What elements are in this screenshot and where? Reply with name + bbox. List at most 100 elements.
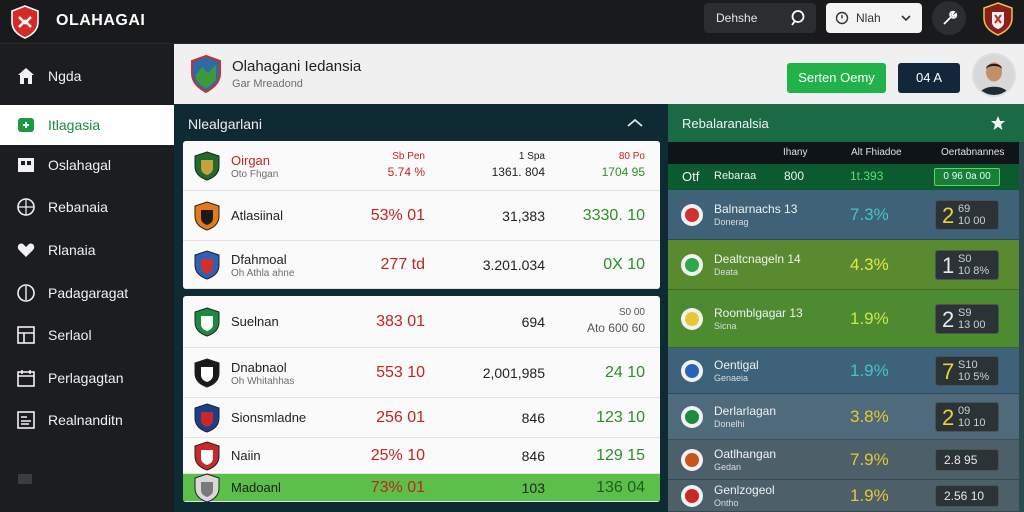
top-row-value: 800 [784,169,805,183]
team-name: Naiin [231,448,261,463]
standings-team-name: Dealtcnageln 14 [714,252,801,266]
sidebar-item-label: Serlaol [48,327,92,343]
sidebar-item-label: Itlagasia [48,117,101,133]
chevron-down-icon [901,15,911,22]
sidebar-item-settings[interactable]: Serlaol [0,315,174,355]
tools-button[interactable] [932,1,966,35]
match-row[interactable]: Atlasiinal 53% 01 31,383 3330. 10 [183,191,660,241]
standings-score-box[interactable]: 2.8 95 [935,449,999,471]
standings-row[interactable]: Roomblgagar 13 Sicna 1.9% 2 S9 13 00 [668,290,1019,348]
match-row[interactable]: Suelnan 383 01 694 S0 00 Ato 600 60 [183,296,660,348]
standings-score-box[interactable]: 7 S10 10 5% [935,356,999,386]
team-crest-icon [193,201,221,231]
home-icon [18,68,34,84]
odds-value: 53% 01 [370,207,425,224]
grid-icon [18,158,34,172]
standings-rows: Balnarnachs 13 Donerag 7.3% 2 69 10 00 Dealtc… [668,190,1019,512]
standings-team-sub: Gedan [714,462,742,472]
sidebar-item-reports[interactable]: Realnanditn [0,400,174,440]
standings-score-main: 1 [942,253,955,278]
top-row-label: Rebaraa [714,170,757,182]
score-value: 1704 95 [601,165,645,179]
sidebar-item-label: Oslahagal [48,157,112,173]
team-crest-icon [193,151,221,181]
standings-score-box[interactable]: 2.56 10 [935,485,999,507]
collapse-panel-icon[interactable] [626,116,644,130]
volume-value: 694 [521,314,545,330]
sidebar-item-stats[interactable]: Padagaragat [0,273,174,313]
sidebar-item-calendar[interactable]: Perlagagtan [0,358,174,398]
search-box[interactable]: Dehshe [704,3,816,33]
standings-top-row[interactable]: Otf Rebaraa 800 1t.393 0 96 0a 00 [668,164,1019,190]
calendar-icon [17,370,35,387]
standings-row[interactable]: Genlzogeol Ontho 1.9% 2.56 10 [668,480,1019,512]
standings-row[interactable]: Balnarnachs 13 Donerag 7.3% 2 69 10 00 [668,190,1019,240]
standings-team-sub: Donelhi [714,419,745,429]
team-name: Oirgan [231,153,271,168]
standings-team-name: Oatlhangan [714,447,777,461]
match-row[interactable]: Naiin 25% 10 846 129 15 [183,438,660,474]
team-crest-icon [193,403,221,433]
club-crest-icon[interactable] [981,2,1015,36]
sidebar-item-teams[interactable]: Rebanaia [0,187,174,227]
team-crest-icon [193,358,221,388]
search-input[interactable]: Dehshe [716,11,758,25]
scrollbar[interactable] [1019,142,1024,512]
standings-column-headers: Ihany Alt Fhiadoe Oertabnannes [668,142,1019,164]
standings-score-detail: S9 13 00 [958,307,986,331]
search-icon[interactable] [790,9,808,27]
odds-value: 553 10 [376,364,425,381]
team-subtitle: Oh Athla ahne [231,268,295,279]
team-logo-icon [681,485,703,507]
standings-row[interactable]: Dealtcnageln 14 Deata 4.3% 1 S0 10 8% [668,240,1019,290]
match-group-1: Oirgan Oto Fhgan Sb Pen 5.74 % 1 Spa 1361. 80… [183,141,660,289]
team-crest-icon [193,307,221,337]
game-icon [18,118,34,132]
match-row[interactable]: Oirgan Oto Fhgan Sb Pen 5.74 % 1 Spa 1361. 80… [183,141,660,191]
standings-score-box[interactable]: 1 S0 10 8% [935,250,999,280]
sidebar-item-dashboard[interactable]: Itlagasia [0,105,174,145]
sidebar-item-matches[interactable]: Oslahagal [0,145,174,185]
team-logo-icon [681,254,703,276]
filter-select[interactable]: Nlah [826,3,922,33]
match-row[interactable]: Madoanl 73% 01 103 136 04 [183,473,660,502]
match-row[interactable]: Sionsmladne 256 01 846 123 10 [183,398,660,438]
standings-row[interactable]: Derlarlagan Donelhi 3.8% 2 09 10 10 [668,394,1019,440]
standings-score-box[interactable]: 2 09 10 10 [935,402,999,432]
volume-value: 1361. 804 [491,165,545,179]
secondary-button[interactable]: 04 A [898,63,960,93]
sidebar-item-favorites[interactable]: Rlanaia [0,230,174,270]
primary-button[interactable]: Serten Oemy [787,63,886,93]
column-header: Ihany [783,147,808,158]
standings-team-sub: Donerag [714,217,749,227]
page-subtitle: Gar Mreadond [232,78,303,90]
team-subtitle: Oh Whitahhas [231,376,295,387]
team-crest-icon [193,441,221,471]
top-row-badge: 0 96 0a 00 [934,168,1000,186]
collapse-icon[interactable] [18,474,32,484]
standings-score-main: 2 [942,203,955,228]
standings-row[interactable]: Oatlhangan Gedan 7.9% 2.8 95 [668,440,1019,480]
standings-row[interactable]: Oentigal Genaeia 1.9% 7 S10 10 5% [668,348,1019,394]
document-icon [17,411,35,429]
standings-score-main: 2 [942,405,955,430]
team-name: Suelnan [231,314,279,329]
standings-score-box[interactable]: 2 S9 13 00 [935,304,999,334]
standings-team-name: Balnarnachs 13 [714,202,798,216]
volume-value: 2,001,985 [482,365,545,381]
avatar[interactable] [972,53,1016,97]
star-icon[interactable] [990,115,1006,131]
volume-value: 103 [521,480,545,496]
brand-logo-icon [11,5,39,39]
sidebar-item-home[interactable]: Ngda [0,56,174,96]
team-name: Dnabnaol [231,360,287,375]
odds-value: 73% 01 [370,479,425,496]
match-row[interactable]: Dfahmoal Oh Athla ahne 277 td 3.201.034 0X 1… [183,241,660,289]
score-header: S0 00 [618,307,645,318]
column-header: Oertabnannes [941,147,1005,158]
sidebar-item-label: Perlagagtan [48,370,124,386]
standings-score-detail: S0 10 8% [958,253,990,277]
standings-score-box[interactable]: 2 69 10 00 [935,200,999,230]
standings-percent: 3.8% [850,407,889,426]
match-row[interactable]: Dnabnaol Oh Whitahhas 553 10 2,001,985 24 10 [183,348,660,398]
